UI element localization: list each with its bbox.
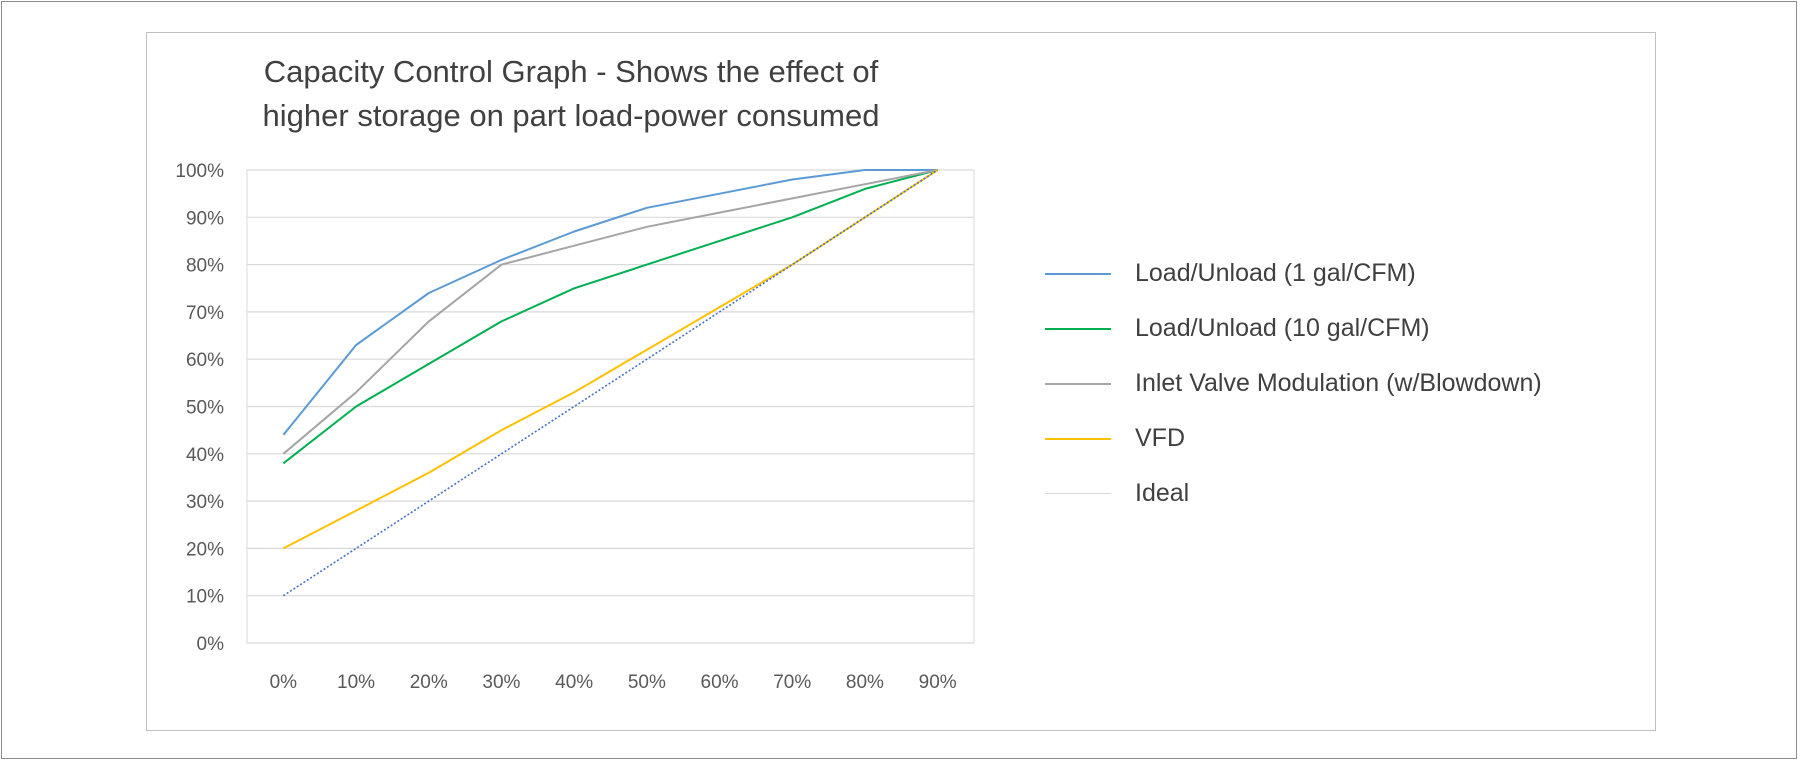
chart-title: Capacity Control Graph - Shows the effec… [230,50,912,138]
legend-label: Load/Unload (10 gal/CFM) [1135,314,1430,342]
legend-swatch [1045,328,1111,330]
x-tick-label: 80% [846,672,884,693]
legend-label: VFD [1135,424,1185,452]
chart-title-line-1: Capacity Control Graph - Shows the effec… [263,54,879,89]
y-tick-label: 80% [186,256,224,277]
x-tick-label: 20% [410,672,448,693]
legend-label: Ideal [1135,479,1190,507]
legend-label: Load/Unload (1 gal/CFM) [1135,259,1416,287]
y-tick-label: 0% [197,634,225,655]
legend-item: Ideal [1045,473,1605,528]
series-line-vfd [282,169,939,550]
legend-swatch [1045,383,1111,385]
y-tick-label: 50% [186,398,224,419]
y-tick-label: 90% [186,208,224,229]
chart-title-line-2: higher storage on part load-power consum… [262,98,880,133]
legend-swatch [1045,493,1111,494]
legend-item: Load/Unload (1 gal/CFM) [1045,253,1605,308]
x-tick-label: 70% [773,672,811,693]
y-tick-label: 100% [175,161,224,182]
y-tick-label: 20% [186,539,224,560]
legend-item: VFD [1045,418,1605,473]
legend-item: Load/Unload (10 gal/CFM) [1045,308,1605,363]
y-tick-label: 70% [186,303,224,324]
series-line-load-unload-1-gal-cfm [282,169,938,436]
legend-label: Inlet Valve Modulation (w/Blowdown) [1135,369,1542,397]
series-line-load-unload-10-gal-cfm [282,169,938,465]
x-tick-label: 30% [482,672,520,693]
series-line-inlet-valve-modulation-w-blowdown [282,169,938,455]
x-tick-label: 50% [628,672,666,693]
x-tick-label: 0% [270,672,298,693]
y-tick-label: 30% [186,492,224,513]
x-tick-label: 10% [337,672,375,693]
x-tick-label: 90% [919,672,957,693]
y-tick-label: 60% [186,350,224,371]
legend-swatch [1045,438,1111,440]
x-tick-label: 60% [701,672,739,693]
chart-legend: Load/Unload (1 gal/CFM) Load/Unload (10 g… [1045,253,1605,528]
y-tick-label: 40% [186,445,224,466]
y-tick-label: 10% [186,587,224,608]
legend-item: Inlet Valve Modulation (w/Blowdown) [1045,363,1605,418]
legend-swatch [1045,273,1111,275]
x-tick-label: 40% [555,672,593,693]
